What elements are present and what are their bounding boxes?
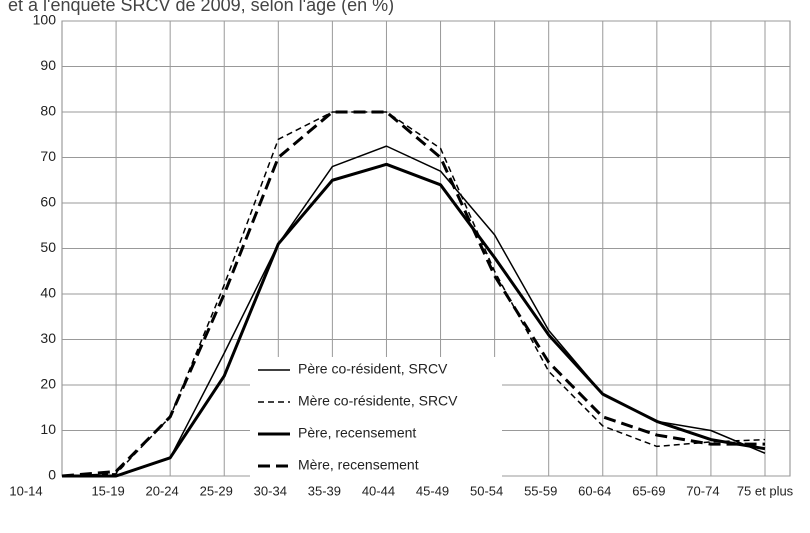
x-tick-label: 25-29: [200, 483, 233, 498]
x-tick-label: 75 et plus: [737, 483, 794, 498]
x-tick-label: 55-59: [524, 483, 557, 498]
x-tick-label: 35-39: [308, 483, 341, 498]
legend: [250, 357, 502, 485]
y-tick-label: 30: [40, 330, 56, 346]
legend-label: Mère, recensement: [298, 457, 419, 473]
x-tick-label: 65-69: [632, 483, 665, 498]
x-tick-label: 50-54: [470, 483, 503, 498]
x-tick-label: 40-44: [362, 483, 395, 498]
x-tick-label: 60-64: [578, 483, 611, 498]
legend-label: Père, recensement: [298, 425, 416, 441]
y-tick-label: 40: [40, 285, 56, 301]
legend-label: Père co-résident, SRCV: [298, 361, 448, 377]
x-tick-label: 10-14: [9, 483, 42, 498]
y-tick-label: 10: [40, 421, 56, 437]
chart-title: et à l'enquête SRCV de 2009, selon l'âge…: [8, 0, 394, 15]
y-tick-label: 60: [40, 194, 56, 210]
y-tick-label: 100: [33, 12, 57, 28]
y-tick-label: 50: [40, 239, 56, 255]
series-line: [61, 111, 766, 477]
x-tick-label: 70-74: [686, 483, 719, 498]
y-tick-label: 90: [40, 57, 56, 73]
series-line: [61, 110, 765, 478]
legend-label: Mère co-résidente, SRCV: [298, 393, 458, 409]
x-tick-label: 15-19: [91, 483, 124, 498]
y-tick-label: 0: [48, 467, 56, 483]
y-tick-label: 20: [40, 376, 56, 392]
series-line: [62, 162, 766, 478]
x-tick-label: 30-34: [254, 483, 287, 498]
y-tick-label: 70: [40, 148, 56, 164]
y-tick-label: 80: [40, 103, 56, 119]
x-tick-label: 45-49: [416, 483, 449, 498]
x-tick-label: 20-24: [146, 483, 179, 498]
